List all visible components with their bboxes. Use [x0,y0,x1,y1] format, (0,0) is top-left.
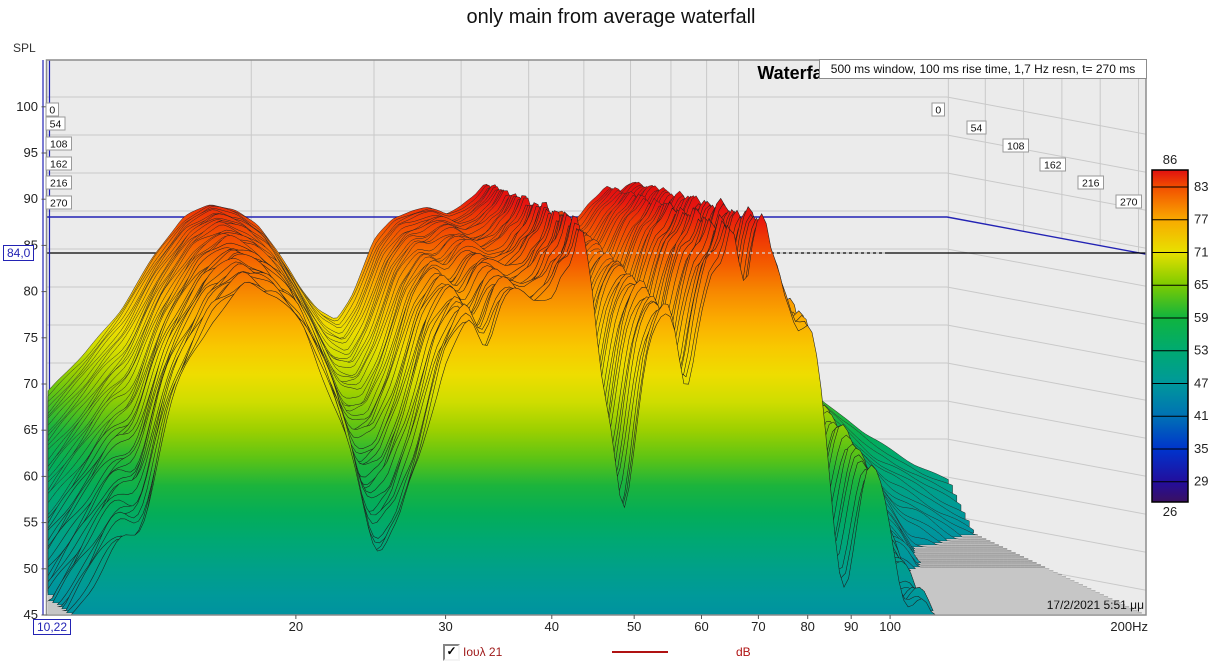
time-tick-box [931,102,945,117]
y-axis-tick-label: 65 [24,422,38,437]
colorbar-tick-label: 65 [1194,277,1208,292]
time-tick-box [1077,175,1104,190]
colorbar-tick-label: 59 [1194,310,1208,325]
waterfall-surface [47,181,1146,615]
colorbar-tick-label: 41 [1194,408,1208,423]
blue-marker-line [46,216,1146,255]
time-tick-label: 108 [1007,141,1025,153]
x-axis-tick-label: 50 [627,619,641,634]
colorbar-bottom-label: 26 [1163,504,1177,519]
x-axis-tick-label: 20 [289,619,303,634]
y-axis-tick-label: 95 [24,145,38,160]
x-axis-tick-label: 100 [879,619,901,634]
time-tick-box [45,156,72,171]
colorbar-tick-label: 77 [1194,212,1208,227]
time-tick-box [45,175,72,190]
colorbar-tick-label: 53 [1194,343,1208,358]
time-tick-label: 216 [50,178,68,190]
x-axis-tick-label: 90 [844,619,858,634]
x-axis-tick-label: 40 [545,619,559,634]
x-axis-end-label: 200Hz [1110,619,1148,634]
colorbar-tick-label: 35 [1194,441,1208,456]
colorbar [1151,169,1189,503]
legend-line-swatch [612,651,668,653]
legend-row: ✓ Ιουλ 21 dB [0,643,1222,661]
measurement-date-stamp: 17/2/2021 5:51 μμ [1046,598,1144,612]
colorbar-tick-label: 47 [1194,376,1208,391]
x-axis-tick-label: 30 [438,619,452,634]
time-tick-box [966,120,987,135]
y-axis-tick-label: 60 [24,468,38,483]
x-axis-tick-label: 60 [694,619,708,634]
spl-axis-label: SPL [13,41,36,55]
time-tick-label: 54 [50,119,62,131]
legend-unit-label: dB [736,645,751,659]
colorbar-tick-label: 83 [1194,179,1208,194]
y-axis-tick-label: 75 [24,330,38,345]
y-axis-tick-label: 90 [24,191,38,206]
colorbar-tick-label: 29 [1194,474,1208,489]
time-tick-box [45,136,72,151]
x-axis-tick-label: 80 [800,619,814,634]
colorbar-tick-label: 71 [1194,245,1208,260]
time-tick-box [1039,157,1066,172]
time-tick-label: 162 [1044,160,1062,172]
level-cursor-value[interactable]: 84,0 [3,245,35,261]
time-tick-label: 270 [50,198,68,210]
time-tick-label: 0 [935,105,941,117]
legend-checkbox[interactable]: ✓ [443,644,460,661]
y-axis-tick-label: 50 [24,561,38,576]
time-tick-label: 108 [50,139,68,151]
colorbar-top-label: 86 [1163,152,1177,167]
y-axis-tick-label: 80 [24,284,38,299]
legend-series-label[interactable]: Ιουλ 21 [463,645,503,659]
time-tick-label: 216 [1082,178,1100,190]
time-tick-label: 162 [50,159,68,171]
window-settings-annotation: 500 ms window, 100 ms rise time, 1,7 Hz … [819,59,1147,79]
time-tick-box [45,116,66,131]
page-title: only main from average waterfall [466,6,756,28]
time-tick-label: 270 [1120,197,1138,209]
y-axis-tick-label: 55 [24,515,38,530]
chart-title: Waterfall [757,63,833,83]
y-axis-tick-label: 45 [24,607,38,622]
time-tick-box [45,195,72,210]
time-tick-box [1002,138,1029,153]
time-tick-label: 54 [971,123,983,135]
time-tick-box [45,102,59,117]
time-tick-label: 0 [49,105,55,117]
y-axis-tick-label: 100 [16,99,38,114]
freq-cursor-value[interactable]: 10,22 [33,619,72,635]
y-axis-tick-label: 70 [24,376,38,391]
time-tick-box [1115,194,1142,209]
x-axis-tick-label: 70 [751,619,765,634]
